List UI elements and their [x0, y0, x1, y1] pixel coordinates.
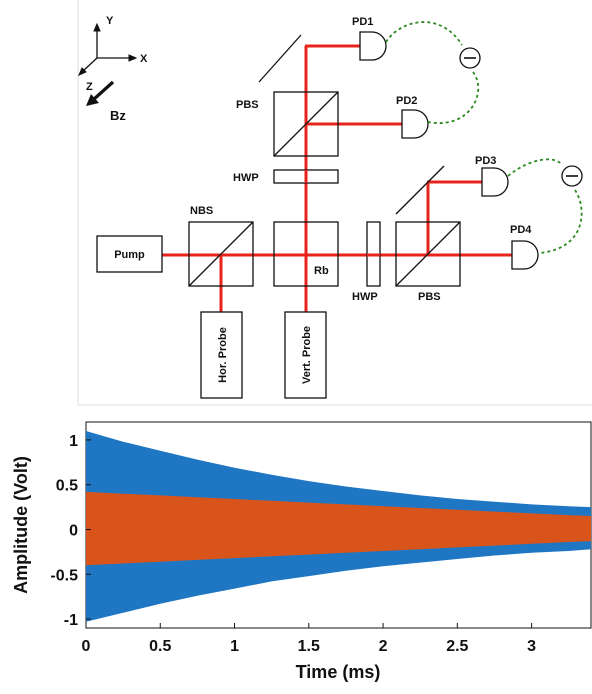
y-tick-label: 1: [69, 433, 78, 450]
field-arrow-icon: [86, 80, 115, 106]
pd4-detector: [511, 240, 539, 270]
x-axis-title: Time (ms): [296, 662, 381, 682]
pbs-top: [273, 91, 339, 157]
signal-links: [385, 21, 583, 254]
vert-probe-label: Vert. Probe: [301, 326, 313, 384]
pd2-detector: [401, 109, 429, 139]
x-tick-label: 0.5: [149, 638, 171, 655]
pd3-detector: [481, 167, 509, 197]
x-tick-label: 3: [527, 638, 536, 655]
mirror-right: [395, 165, 445, 215]
field-label: Bz: [110, 108, 126, 123]
subtractor-2-icon: [561, 165, 583, 187]
rb-label: Rb: [314, 265, 329, 277]
pump-box: [96, 235, 163, 273]
pbs-right-label: PBS: [418, 291, 441, 303]
setup-diagram: Y X Z Bz PBS HWP: [77, 0, 592, 406]
mirror-top: [258, 34, 302, 83]
y-axis-title: Amplitude (Volt): [11, 456, 31, 594]
subtractor-1-icon: [459, 47, 481, 69]
coordinate-axes-icon: [78, 22, 138, 76]
y-tick-label: -1: [64, 612, 78, 629]
pbs-top-label: PBS: [236, 99, 259, 111]
y-tick-label: 0.5: [56, 478, 78, 495]
x-tick-label: 1: [230, 638, 239, 655]
x-tick-label: 2.5: [446, 638, 468, 655]
y-tick-label: -0.5: [50, 567, 78, 584]
hwp-top-label: HWP: [233, 172, 259, 184]
axis-z-label: Z: [86, 81, 93, 93]
pd3-label: PD3: [475, 155, 496, 167]
pd2-label: PD2: [396, 95, 417, 107]
axis-x-label: X: [140, 53, 148, 65]
hor-probe-box: [200, 311, 243, 399]
axis-y-label: Y: [106, 15, 114, 27]
pbs-right: [395, 221, 461, 287]
series-layer: [86, 431, 591, 622]
x-tick-label: 1.5: [298, 638, 320, 655]
nbs-label: NBS: [190, 205, 213, 217]
pd4-label: PD4: [510, 224, 532, 236]
pd1-detector: [359, 31, 387, 61]
series-2-envelope: [86, 491, 591, 566]
y-tick-label: 0: [69, 522, 78, 539]
vert-probe-box: [284, 311, 327, 399]
hwp-right-label: HWP: [352, 291, 378, 303]
decay-chart: 0 0.5 1 1.5 2 2.5 3 1 0.5 0 -0.5 -1 Amplitude (Volt…: [11, 421, 592, 682]
hor-probe-label: Hor. Probe: [217, 327, 229, 383]
pump-label: Pump: [114, 249, 145, 261]
tick-layer: 0 0.5 1 1.5 2 2.5 3 1 0.5 0 -0.5 -1: [50, 433, 536, 655]
x-tick-label: 2: [379, 638, 388, 655]
x-tick-label: 0: [82, 638, 91, 655]
rb-cell: [273, 221, 339, 287]
nbs: [188, 221, 254, 287]
pd1-label: PD1: [352, 16, 373, 28]
